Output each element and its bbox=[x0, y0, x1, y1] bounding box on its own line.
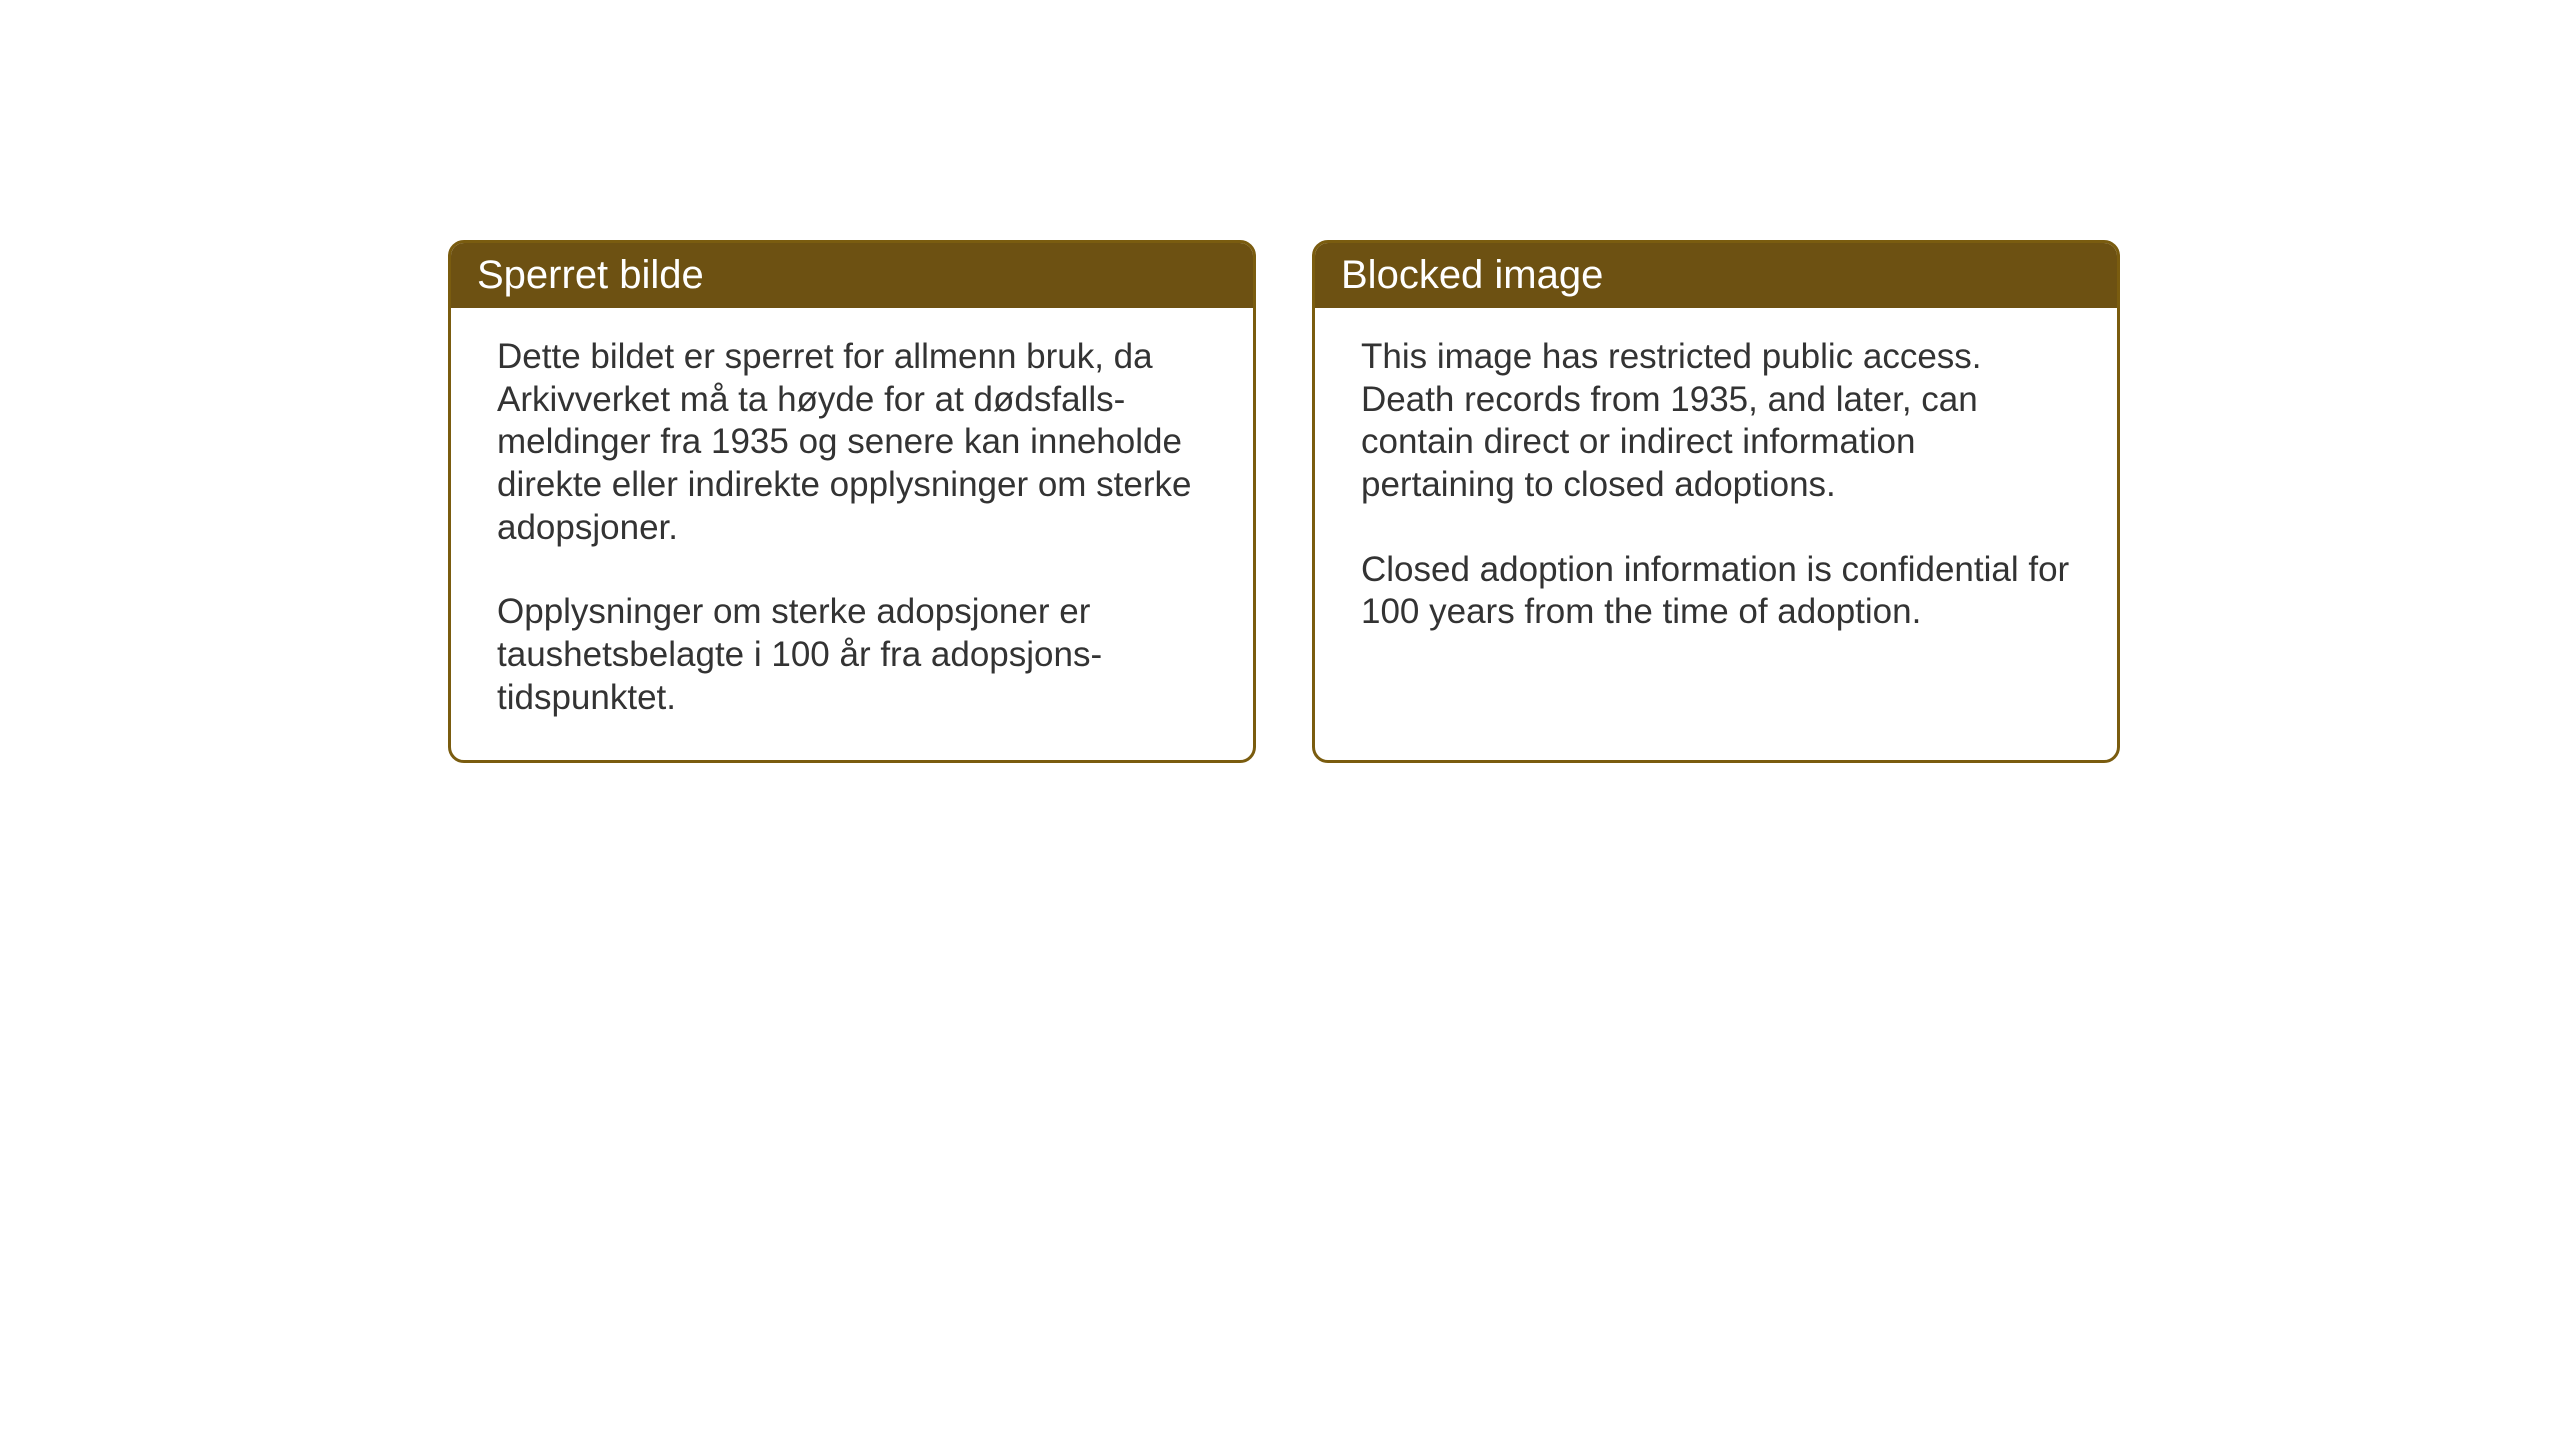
english-card-title: Blocked image bbox=[1315, 243, 2117, 308]
norwegian-paragraph-2: Opplysninger om sterke adopsjoner er tau… bbox=[497, 591, 1207, 719]
norwegian-notice-card: Sperret bilde Dette bildet er sperret fo… bbox=[448, 240, 1256, 763]
english-card-body: This image has restricted public access.… bbox=[1315, 308, 2117, 748]
english-notice-card: Blocked image This image has restricted … bbox=[1312, 240, 2120, 763]
notice-container: Sperret bilde Dette bildet er sperret fo… bbox=[448, 240, 2120, 763]
norwegian-card-body: Dette bildet er sperret for allmenn bruk… bbox=[451, 308, 1253, 760]
norwegian-card-title: Sperret bilde bbox=[451, 243, 1253, 308]
english-paragraph-1: This image has restricted public access.… bbox=[1361, 336, 2071, 507]
norwegian-paragraph-1: Dette bildet er sperret for allmenn bruk… bbox=[497, 336, 1207, 549]
english-paragraph-2: Closed adoption information is confident… bbox=[1361, 549, 2071, 634]
